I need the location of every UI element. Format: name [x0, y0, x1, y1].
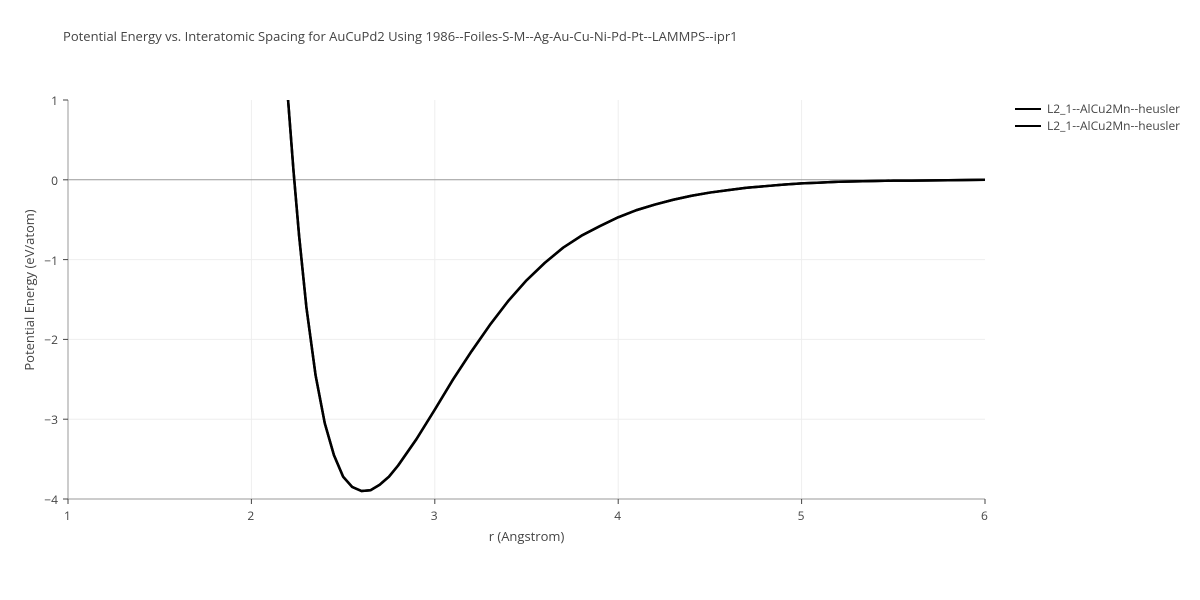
legend-item[interactable]: L2_1--AlCu2Mn--heusler [1015, 100, 1180, 117]
x-tick-label: 2 [247, 507, 254, 524]
legend-swatch [1015, 125, 1041, 127]
legend-swatch [1015, 108, 1041, 110]
y-tick-label: −1 [40, 252, 58, 269]
y-tick-label: −3 [40, 411, 58, 428]
legend-label: L2_1--AlCu2Mn--heusler [1047, 117, 1180, 134]
legend-item[interactable]: L2_1--AlCu2Mn--heusler [1015, 117, 1180, 134]
x-tick-label: 6 [981, 507, 988, 524]
legend-label: L2_1--AlCu2Mn--heusler [1047, 100, 1180, 117]
x-tick-label: 3 [431, 507, 438, 524]
y-tick-label: −2 [40, 331, 58, 348]
x-tick-label: 5 [798, 507, 805, 524]
x-tick-label: 1 [64, 507, 71, 524]
chart-plot [0, 0, 1200, 600]
y-tick-label: −4 [40, 491, 58, 508]
series-line-0 [288, 100, 985, 491]
x-tick-label: 4 [614, 507, 621, 524]
y-tick-label: 1 [47, 92, 58, 109]
y-tick-label: 0 [47, 172, 58, 189]
series-line-1 [288, 100, 985, 491]
